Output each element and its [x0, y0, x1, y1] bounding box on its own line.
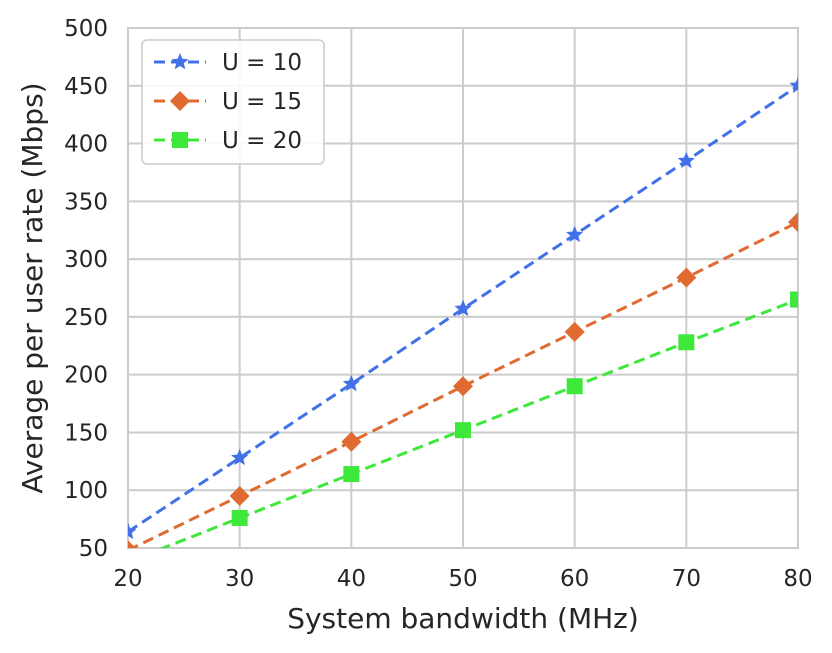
x-tick-label: 30 — [225, 566, 254, 592]
data-point — [455, 422, 471, 439]
legend-marker — [172, 132, 188, 148]
data-point — [454, 299, 472, 317]
legend: U = 10 U = 15 U = 20 — [141, 39, 325, 165]
y-tick-label: 150 — [64, 420, 108, 446]
y-tick-label: 200 — [64, 363, 108, 389]
plot-area — [127, 27, 799, 549]
series-layer — [128, 76, 798, 548]
y-tick-label: 300 — [64, 247, 108, 273]
data-point — [564, 321, 585, 342]
legend-item: U = 10 — [154, 50, 302, 76]
x-axis-label: System bandwidth (MHz) — [287, 602, 639, 635]
y-tick-label: 100 — [64, 478, 108, 504]
data-point — [677, 151, 695, 169]
y-axis-label: Average per user rate (Mbps) — [16, 82, 49, 493]
data-point — [128, 540, 136, 548]
y-tick-label: 400 — [64, 132, 108, 158]
x-tick-label: 50 — [448, 566, 477, 592]
data-point — [231, 448, 249, 466]
legend-label: U = 20 — [222, 128, 302, 154]
x-axis-ticks: 20 30 40 50 60 70 80 — [113, 566, 812, 592]
data-point — [789, 76, 798, 94]
data-point — [453, 376, 473, 397]
y-tick-label: 350 — [64, 189, 108, 215]
data-point — [788, 212, 798, 233]
data-point — [128, 522, 137, 540]
data-point — [676, 267, 697, 288]
legend-item: U = 20 — [154, 128, 302, 154]
y-tick-label: 450 — [64, 74, 108, 100]
data-point — [566, 378, 583, 395]
series-3 — [159, 291, 798, 548]
legend-label: U = 10 — [222, 50, 302, 76]
legend-item: U = 15 — [154, 89, 302, 115]
y-tick-label: 500 — [64, 16, 108, 42]
x-tick-label: 70 — [672, 566, 701, 592]
data-point — [343, 466, 360, 483]
y-tick-label: 50 — [79, 536, 108, 562]
data-point — [341, 431, 362, 452]
x-tick-label: 80 — [783, 566, 812, 592]
x-tick-label: 20 — [113, 566, 142, 592]
legend-marker — [171, 53, 189, 70]
data-point — [790, 291, 798, 308]
y-axis-ticks: 50 100 150 200 250 300 350 400 450 500 — [64, 16, 108, 562]
data-point — [229, 486, 250, 506]
y-tick-label: 250 — [64, 305, 108, 331]
data-point — [566, 225, 584, 243]
series-1 — [128, 76, 798, 540]
data-point — [231, 509, 248, 526]
x-tick-label: 60 — [560, 566, 589, 592]
data-point — [342, 374, 360, 392]
data-point — [678, 334, 695, 351]
series-2 — [128, 212, 798, 548]
legend-marker — [170, 91, 190, 111]
legend-label: U = 15 — [222, 89, 302, 115]
x-tick-label: 40 — [337, 566, 366, 592]
